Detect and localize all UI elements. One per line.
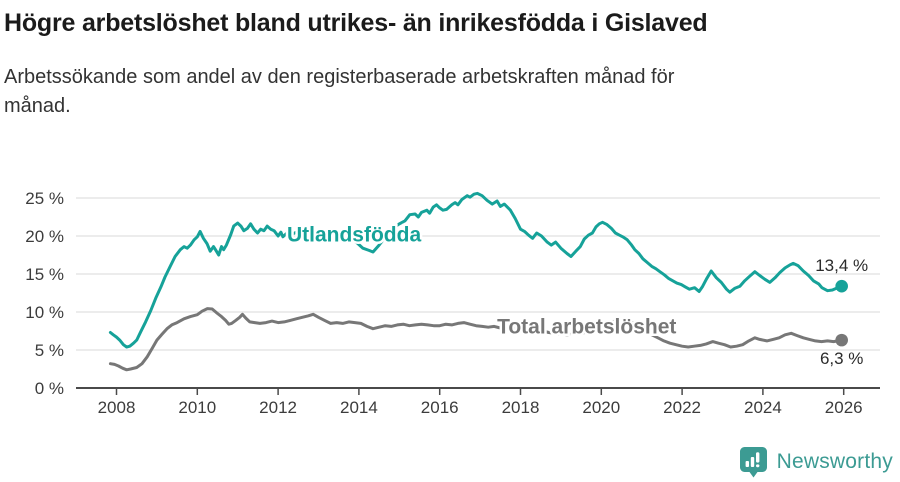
newsworthy-logo: Newsworthy xyxy=(739,446,893,478)
series-line-utlandsfodda xyxy=(108,191,844,349)
page-title: Högre arbetslöshet bland utrikes- än inr… xyxy=(4,9,708,37)
page-subtitle: Arbetssökande som andel av den registerb… xyxy=(4,66,675,117)
series-label-utlandsfodda: Utlandsfödda xyxy=(287,224,421,247)
newsworthy-bubble-chart-icon xyxy=(739,447,767,478)
x-tick-label: 2024 xyxy=(744,398,782,417)
y-tick-label: 10 % xyxy=(25,303,64,322)
series-end-dot-utlandsfodda xyxy=(835,279,848,293)
x-tick-label: 2022 xyxy=(663,398,701,417)
y-tick-label: 0 % xyxy=(35,379,64,398)
x-tick-label: 2010 xyxy=(178,398,216,417)
newsworthy-brand-name: Newsworthy xyxy=(776,450,893,473)
y-tick-label: 20 % xyxy=(25,227,64,246)
x-tick-label: 2018 xyxy=(502,398,540,417)
unemployment-line-chart: 0 % 5 % 10 % 15 % 20 % 25 % 2008 2010 2012 2014 20… xyxy=(25,189,880,417)
x-tick-label: 2016 xyxy=(421,398,459,417)
x-tick-label: 2026 xyxy=(825,398,863,417)
series-line-total xyxy=(108,307,844,372)
series-label-total: Total arbetslöshet xyxy=(497,316,676,339)
series-end-dot-total xyxy=(835,333,848,347)
y-tick-label: 25 % xyxy=(25,189,64,208)
x-tick-label: 2014 xyxy=(340,398,378,417)
x-tick-label: 2008 xyxy=(98,398,136,417)
y-tick-label: 5 % xyxy=(35,341,64,360)
series-end-value-total: 6,3 % xyxy=(820,349,863,368)
y-tick-label: 15 % xyxy=(25,265,64,284)
x-tick-label: 2012 xyxy=(259,398,297,417)
x-tick-label: 2020 xyxy=(582,398,620,417)
series-end-value-utlandsfodda: 13,4 % xyxy=(815,256,868,275)
